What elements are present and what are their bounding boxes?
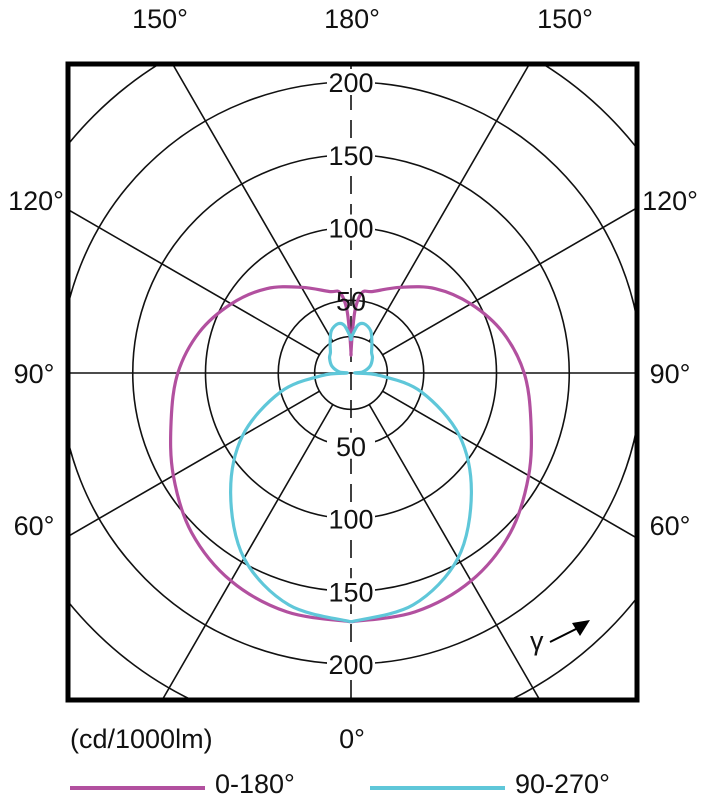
tick-label-bg [327, 214, 375, 241]
angle-label-left-120: 120° [8, 186, 64, 216]
tick-label-50: 50 [336, 432, 366, 462]
angle-label-top-right: 150° [537, 4, 593, 34]
angle-label-bottom-center: 0° [339, 724, 365, 754]
series-curve-90-270° [229, 321, 473, 624]
gamma-arrow-head [572, 620, 590, 636]
spoke-300 [68, 390, 320, 538]
spoke-30 [368, 404, 541, 700]
tick-label-bg [327, 432, 375, 459]
intensity-curves [168, 285, 534, 624]
tick-label-100: 100 [328, 505, 373, 535]
angle-label-right-120: 120° [642, 186, 698, 216]
tick-label-200: 200 [328, 650, 373, 680]
tick-label-150: 150 [328, 577, 373, 607]
tick-label-bg [327, 578, 375, 605]
spoke-150 [368, 64, 531, 342]
legend-label-0-180: 0-180° [215, 769, 295, 799]
tick-label-150: 150 [328, 141, 373, 171]
tick-label-200: 200 [328, 68, 373, 98]
radial-tick-labels: 50 50 100 100 150 150 200 200 [327, 68, 375, 680]
legend-label-90-270: 90-270° [515, 769, 610, 799]
tick-label-100: 100 [328, 214, 373, 244]
angle-label-right-60: 60° [650, 511, 691, 541]
angle-label-top-center: 180° [324, 4, 380, 34]
tick-label-bg [327, 505, 375, 532]
series-curve-0-180° [168, 285, 534, 624]
unit-label: (cd/1000lm) [70, 724, 213, 754]
spoke-240 [68, 208, 320, 356]
chart-frame [65, 61, 640, 703]
spoke-330 [161, 404, 334, 700]
tick-label-bg [327, 141, 375, 168]
tick-label-bg [327, 651, 375, 677]
angle-label-right-90: 90° [650, 359, 691, 389]
tick-label-50: 50 [336, 286, 366, 316]
spoke-210 [171, 64, 334, 342]
polar-grid [68, 64, 637, 700]
angle-label-left-90: 90° [14, 359, 55, 389]
gamma-direction-indicator: γ [530, 620, 590, 656]
legend: 0-180° 90-270° [70, 769, 610, 799]
angle-label-left-60: 60° [14, 511, 55, 541]
gamma-arrow-shaft [549, 627, 579, 643]
tick-label-bg [327, 69, 375, 95]
spoke-120 [382, 207, 637, 356]
gamma-symbol: γ [530, 626, 544, 656]
spoke-60 [382, 390, 637, 539]
angle-label-top-left: 150° [132, 4, 188, 34]
